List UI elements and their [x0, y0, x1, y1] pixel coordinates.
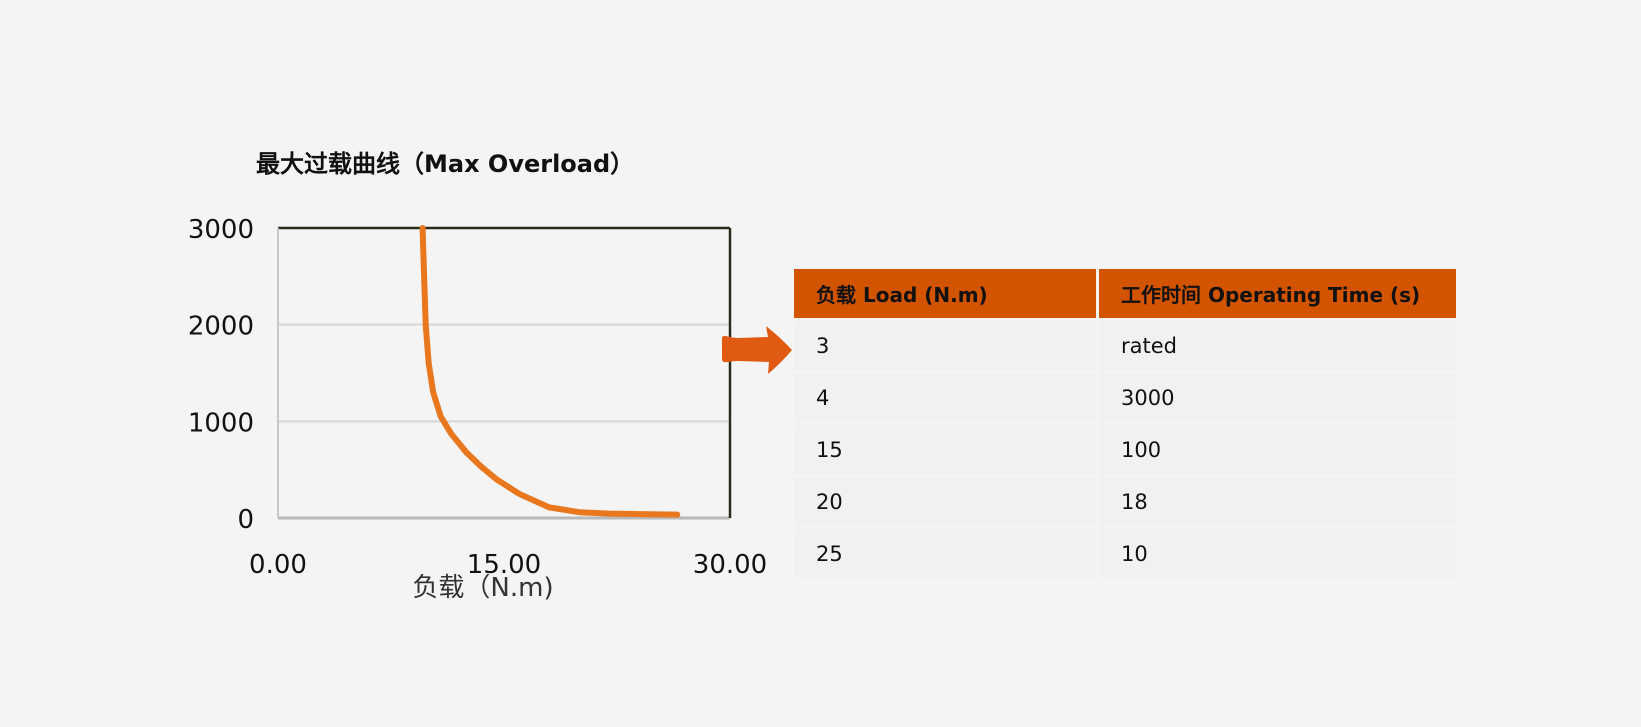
- cell-load: 25: [794, 529, 1096, 578]
- x-tick-label: 0.00: [249, 550, 307, 580]
- chart-ticks: 0 1000 2000 3000 0.00 15.00 30.00: [188, 215, 767, 580]
- header-operating-time: 工作时间 Operating Time (s): [1099, 269, 1456, 318]
- cell-operating-time: rated: [1099, 321, 1456, 370]
- cell-load: 3: [794, 321, 1096, 370]
- chart-frame: [277, 228, 732, 518]
- overload-table: 负载 Load (N.m) 工作时间 Operating Time (s) 3 …: [791, 266, 1459, 581]
- cell-operating-time: 10: [1099, 529, 1456, 578]
- chart-gridlines: [278, 226, 730, 520]
- table-row: 3 rated: [794, 321, 1456, 370]
- y-tick-label: 2000: [188, 312, 254, 342]
- header-load: 负载 Load (N.m): [794, 269, 1096, 318]
- table-row: 4 3000: [794, 373, 1456, 422]
- table-row: 20 18: [794, 477, 1456, 526]
- y-tick-label: 1000: [188, 408, 254, 438]
- table-row: 25 10: [794, 529, 1456, 578]
- x-tick-label: 15.00: [467, 550, 541, 580]
- overload-curve: [419, 225, 681, 518]
- table-row: 15 100: [794, 425, 1456, 474]
- table-header-row: 负载 Load (N.m) 工作时间 Operating Time (s): [794, 269, 1456, 318]
- cell-load: 20: [794, 477, 1096, 526]
- y-tick-label: 3000: [188, 215, 254, 245]
- cell-load: 15: [794, 425, 1096, 474]
- arrow-icon: [722, 326, 792, 374]
- x-axis-title: 负载（N.m): [412, 573, 553, 603]
- chart-title: 最大过载曲线（Max Overload）: [256, 150, 634, 178]
- x-tick-label: 30.00: [693, 550, 767, 580]
- cell-load: 4: [794, 373, 1096, 422]
- cell-operating-time: 18: [1099, 477, 1456, 526]
- cell-operating-time: 3000: [1099, 373, 1456, 422]
- chart-lines: [419, 225, 681, 518]
- y-tick-label: 0: [237, 505, 254, 535]
- cell-operating-time: 100: [1099, 425, 1456, 474]
